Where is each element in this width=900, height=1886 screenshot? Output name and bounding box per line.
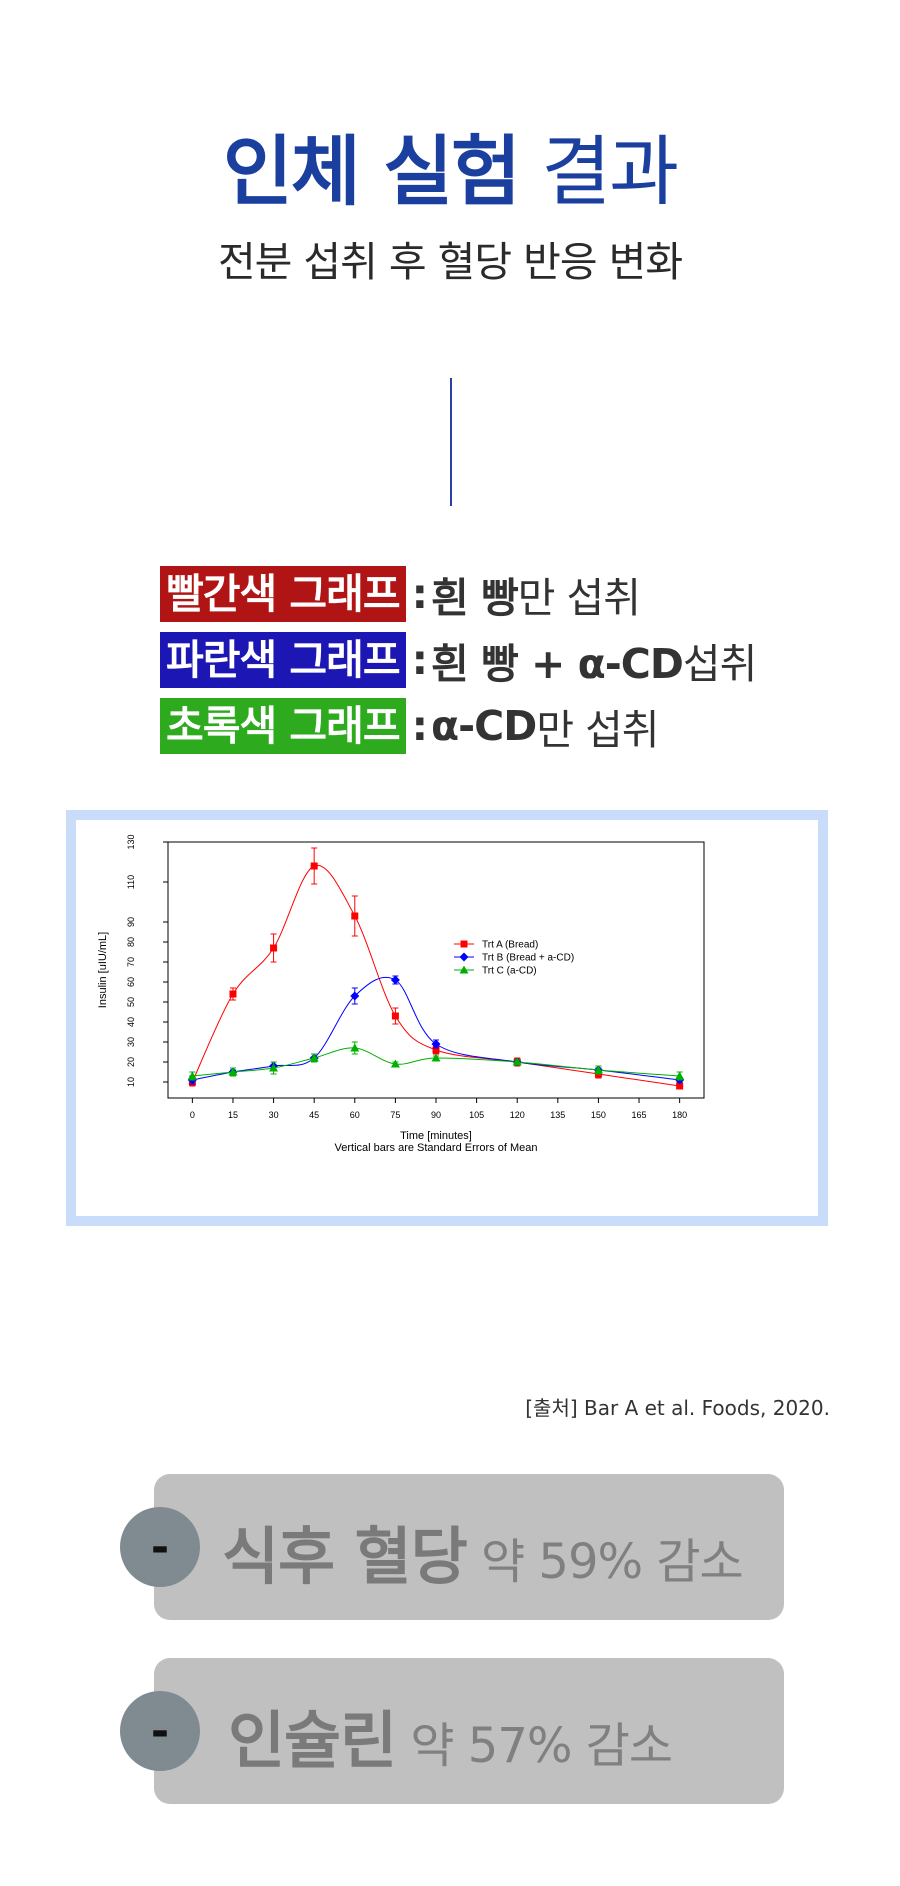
data-point [269,1063,279,1072]
x-tick-label: 60 [350,1110,360,1120]
legend-bold: α-CD [431,702,537,750]
insulin-chart: 0 15 30 45 60 75 90 105 120 135 150 165 180 10 20 30 40 5… [97,834,705,1154]
source-citation: [출처] Bar A et al. Foods, 2020. [525,1396,830,1420]
legend-marker [459,952,469,962]
legend-label: Trt B (Bread + a-CD) [482,953,574,964]
legend-bold: 흰 빵 + α-CD [431,640,684,688]
data-point [228,1067,238,1076]
stat-label-insulin: 인슐린 [228,1704,397,1777]
legend-sep: : [411,636,428,684]
data-point [229,990,237,998]
x-tick-label: 75 [390,1110,400,1120]
x-tick-label: 165 [632,1110,647,1120]
x-axis-label: Time [minutes] [400,1130,472,1142]
data-point [309,1053,319,1062]
legend-badge-blue: 파란색 그래프 [160,632,406,688]
x-tick-label: 15 [228,1110,238,1120]
data-point [350,1043,360,1052]
x-tick-label: 45 [309,1110,319,1120]
title-bold: 인체 실험 [222,127,521,216]
y-tick-label: 20 [126,1057,136,1067]
y-tick-label: 30 [126,1037,136,1047]
x-tick-label: 180 [672,1110,687,1120]
chart-note: Vertical bars are Standard Errors of Mea… [335,1142,538,1154]
y-tick-label: 10 [126,1077,136,1087]
stat-text-glucose: 식후 혈당 약 59% 감소 [222,1506,744,1596]
stat-box-insulin [154,1658,784,1804]
legend-sep: : [411,570,428,618]
y-tick-label: 130 [126,834,136,849]
data-point [270,944,278,952]
y-tick-label: 50 [126,997,136,1007]
x-tick-label: 30 [269,1110,279,1120]
data-point [593,1065,603,1074]
series-line [191,864,680,1087]
data-point [351,912,359,920]
series-2 [187,975,685,1085]
series-1 [188,847,684,1090]
data-point [431,1053,441,1062]
y-tick-label: 70 [126,957,136,967]
y-tick-label: 60 [126,977,136,987]
legend-marker [460,940,468,948]
y-tick-label: 110 [126,875,136,889]
series-3 [187,1041,685,1081]
data-point [676,1082,684,1090]
legend-label: Trt A (Bread) [482,940,538,951]
divider-line [450,378,452,506]
y-tick-label: 90 [126,917,136,927]
data-point [432,1046,440,1054]
series-line [192,976,680,1081]
x-tick-label: 105 [469,1110,484,1120]
data-point [512,1057,522,1066]
legend-label: Trt C (a-CD) [482,966,537,977]
y-axis-label: Insulin [uIU/mL] [97,932,109,1008]
legend-sep: : [411,702,428,750]
y-tick-label: 80 [126,937,136,947]
title-light: 결과 [541,127,679,216]
legend-badge-green: 초록색 그래프 [160,698,406,754]
y-tick-label: 40 [126,1017,136,1027]
x-tick-label: 150 [591,1110,606,1120]
legend-rest: 섭취 [682,640,757,688]
page-subtitle: 전분 섭취 후 혈당 반응 변화 [217,238,683,286]
legend-badge-red: 빨간색 그래프 [160,566,406,622]
chart-frame: 0 15 30 45 60 75 90 105 120 135 150 165 180 10 20 30 40 5… [66,810,828,1226]
data-point [310,862,318,870]
stat-text-insulin: 인슐린 약 57% 감소 [228,1690,673,1780]
legend-rest: 만 섭취 [517,574,641,622]
legend-row-green: 초록색 그래프 : α-CD 만 섭취 [160,698,660,754]
stat-box-glucose [154,1474,784,1620]
stat-value-glucose: 약 59% 감소 [481,1534,744,1590]
page-title: 인체 실험 결과 [0,110,900,220]
stat-label-glucose: 식후 혈당 [222,1520,468,1593]
x-tick-label: 0 [190,1110,195,1120]
data-point [675,1071,685,1080]
series-line [192,1047,680,1077]
legend-row-blue: 파란색 그래프 : 흰 빵 + α-CD 섭취 [160,632,757,688]
data-point [431,1039,441,1049]
stat-value-insulin: 약 57% 감소 [410,1718,673,1774]
stat-bullet-glucose: - [120,1507,200,1587]
data-point [390,1059,400,1068]
legend-rest: 만 섭취 [536,706,659,754]
data-point [391,1012,399,1020]
data-point [187,1071,197,1080]
legend-marker [459,965,469,974]
x-tick-label: 120 [510,1110,525,1120]
x-tick-label: 135 [550,1110,565,1120]
data-point [350,991,360,1001]
legend-bold: 흰 빵 [431,574,519,622]
stat-bullet-insulin: - [120,1691,200,1771]
x-tick-label: 90 [431,1110,441,1120]
data-point [390,975,400,985]
